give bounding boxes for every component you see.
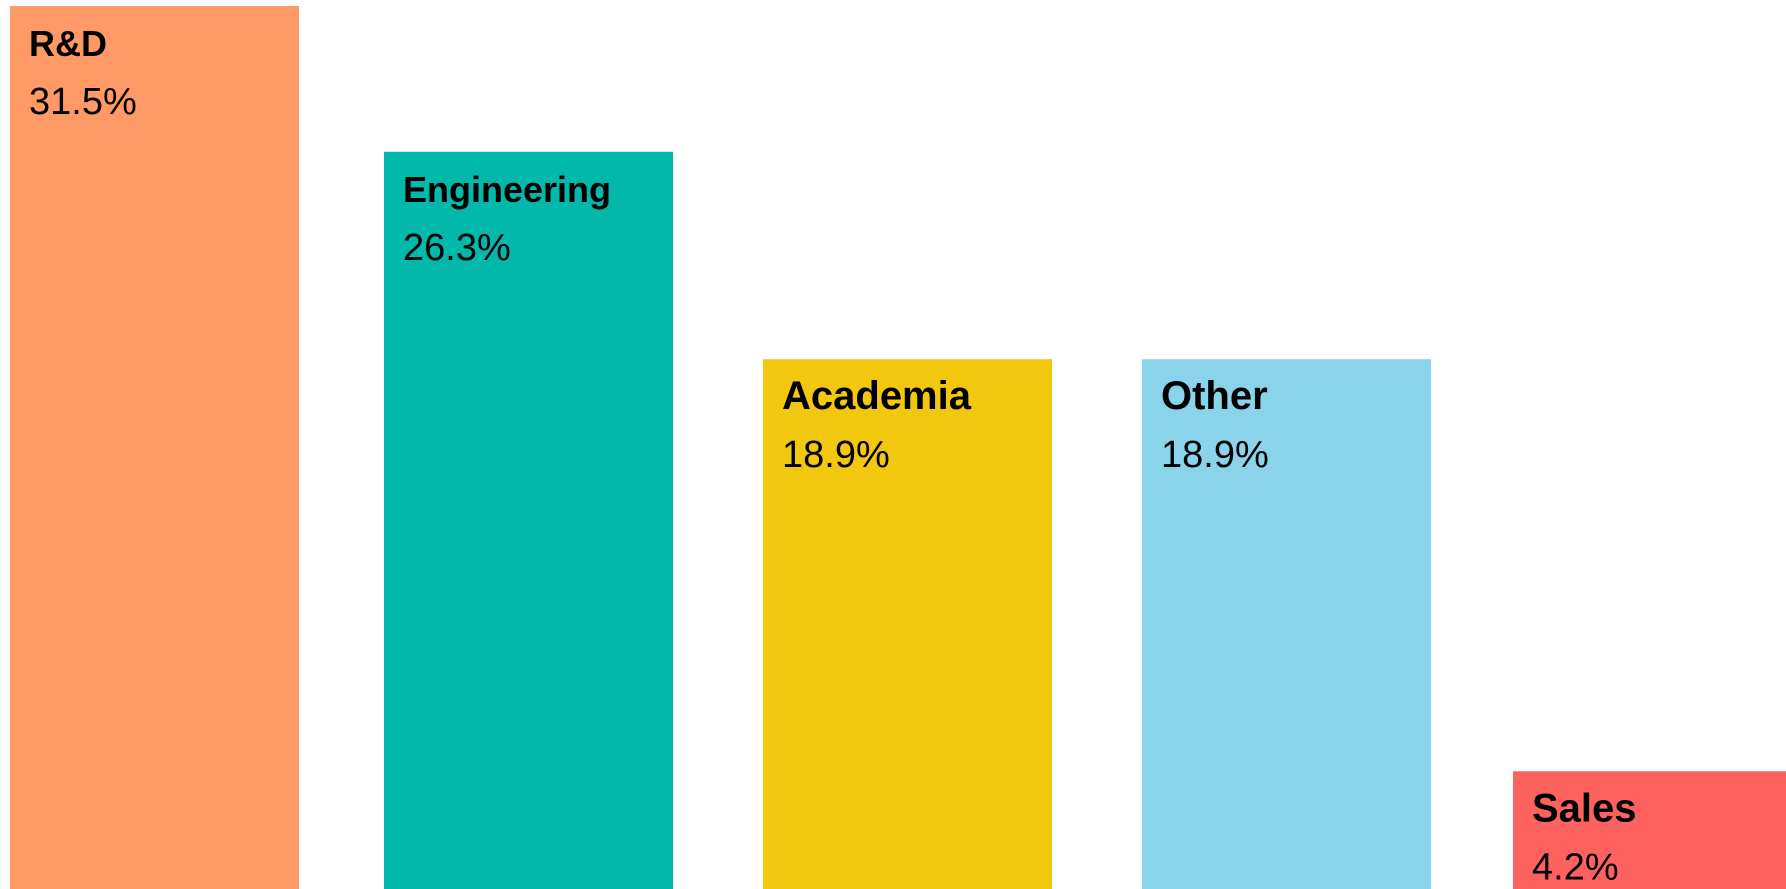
bar-3	[1142, 359, 1431, 889]
value-label-3: 18.9%	[1161, 434, 1269, 476]
value-label-2: 18.9%	[782, 434, 890, 476]
category-label-3: Other	[1161, 374, 1268, 418]
bars-group	[10, 6, 1786, 889]
bar-0	[10, 6, 299, 889]
value-label-4: 4.2%	[1532, 846, 1619, 888]
bar-2	[763, 359, 1052, 889]
category-label-4: Sales	[1532, 786, 1637, 830]
value-label-0: 31.5%	[29, 81, 137, 123]
category-label-0: R&D	[29, 23, 107, 64]
bar-4	[1513, 771, 1786, 889]
category-label-2: Academia	[782, 374, 972, 418]
data-labels-group: R&D 31.5% Engineering 26.3% Academia 18.9% Oth…	[29, 23, 1637, 888]
bar-1	[384, 151, 673, 889]
category-label-1: Engineering	[403, 169, 611, 210]
value-label-1: 26.3%	[403, 227, 511, 269]
